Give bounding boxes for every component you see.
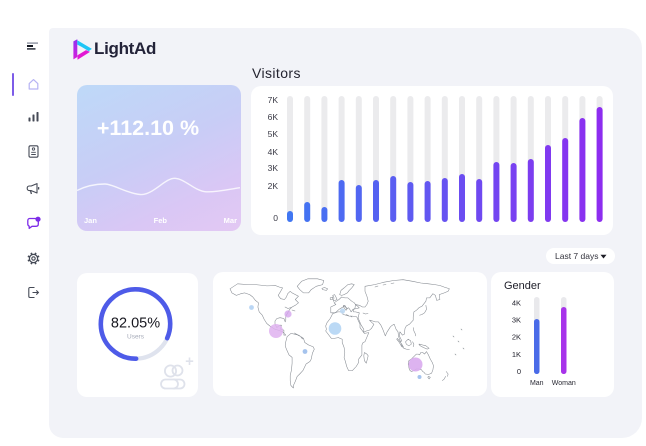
svg-text:0: 0 [273, 213, 278, 223]
svg-text:Woman: Woman [552, 380, 576, 387]
svg-text:Man: Man [530, 380, 544, 387]
svg-text:Users: Users [127, 334, 145, 341]
svg-text:3K: 3K [512, 316, 521, 325]
svg-text:2K: 2K [512, 333, 521, 342]
svg-text:4K: 4K [512, 299, 521, 308]
svg-text:2K: 2K [268, 181, 279, 191]
svg-text:0: 0 [517, 367, 521, 376]
svg-text:3K: 3K [268, 163, 279, 173]
svg-text:82.05%: 82.05% [111, 316, 160, 332]
svg-text:7K: 7K [268, 95, 279, 105]
svg-text:4K: 4K [268, 147, 279, 157]
svg-text:6K: 6K [268, 112, 279, 122]
svg-text:5K: 5K [268, 129, 279, 139]
svg-text:1K: 1K [512, 350, 521, 359]
